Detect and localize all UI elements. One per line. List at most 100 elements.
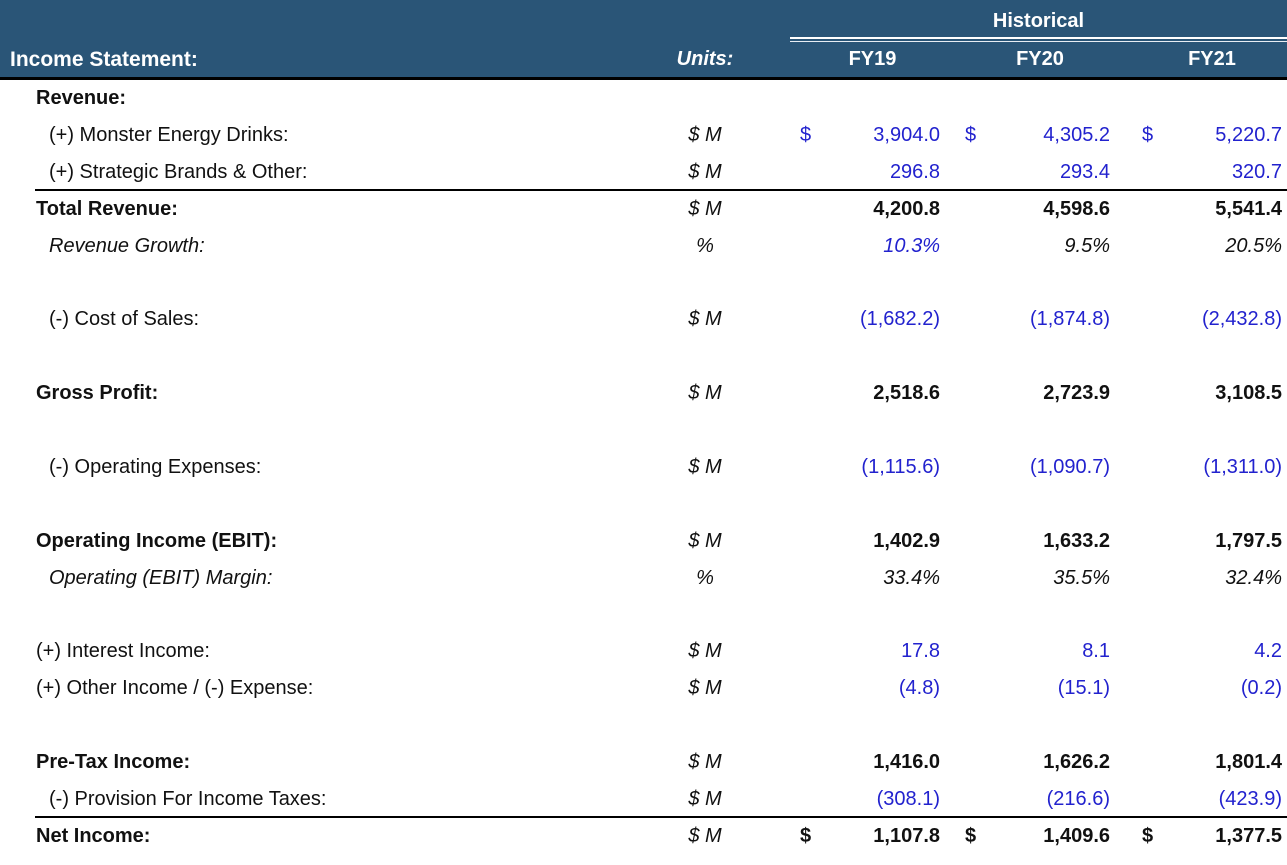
row-units: $ M — [688, 529, 722, 552]
row-units: $ M — [688, 455, 722, 478]
value-cell-fy21: (423.9) — [1115, 788, 1287, 811]
value-cell-fy19: 1,402.9 — [755, 530, 945, 553]
row-units: $ M — [688, 640, 722, 663]
value-fy19: (4.8) — [898, 677, 940, 700]
dollar-sign: $ — [1142, 123, 1154, 146]
value-fy21: 1,797.5 — [1215, 529, 1282, 552]
value-fy21: 1,377.5 — [1215, 824, 1282, 847]
row-label: Total Revenue: — [36, 197, 178, 220]
table-row: (+) Monster Energy Drinks: $ M $ 3,904.0… — [0, 117, 1287, 154]
statement-header: Historical Income Statement: Units: FY19… — [0, 0, 1287, 80]
historical-underline-thick — [790, 37, 1287, 39]
value-cell-fy19: $ 1,107.8 — [755, 825, 945, 848]
value-fy20: 1,626.2 — [1043, 750, 1110, 773]
row-units: $ M — [688, 382, 722, 405]
value-cell-fy19: $ 3,904.0 — [755, 124, 945, 147]
value-fy20: 1,409.6 — [1043, 824, 1110, 847]
value-cell-fy19: 296.8 — [755, 161, 945, 184]
table-row: Revenue: — [0, 80, 1287, 117]
value-cell-fy21: 5,541.4 — [1115, 198, 1287, 221]
table-row — [0, 596, 1287, 633]
table-row — [0, 707, 1287, 744]
row-units: $ M — [688, 787, 722, 810]
table-row — [0, 338, 1287, 375]
value-cell-fy20: 1,626.2 — [945, 751, 1115, 774]
value-cell-fy20: $ 4,305.2 — [945, 124, 1115, 147]
row-label: Gross Profit: — [36, 382, 159, 405]
table-row: Total Revenue: $ M 4,200.8 4,598.6 5,541… — [0, 191, 1287, 228]
value-cell-fy19: (1,115.6) — [755, 456, 945, 479]
value-cell-fy20: 35.5% — [945, 567, 1115, 590]
dollar-sign: $ — [800, 123, 812, 146]
units-column-header: Units: — [676, 48, 734, 70]
table-row: (-) Operating Expenses: $ M (1,115.6) (1… — [0, 449, 1287, 486]
value-fy19: 2,518.6 — [873, 382, 940, 405]
value-cell-fy20: 1,633.2 — [945, 530, 1115, 553]
historical-group-label: Historical — [992, 9, 1085, 32]
value-cell-fy19: 4,200.8 — [755, 198, 945, 221]
dollar-sign: $ — [965, 824, 977, 847]
row-label: Revenue Growth: — [49, 234, 205, 257]
row-label: Pre-Tax Income: — [36, 750, 191, 773]
row-label: Operating Income (EBIT): — [36, 529, 278, 552]
table-row: (+) Strategic Brands & Other: $ M 296.8 … — [0, 154, 1287, 191]
value-cell-fy19: 33.4% — [755, 567, 945, 590]
value-cell-fy19: 1,416.0 — [755, 751, 945, 774]
value-cell-fy21: $ 1,377.5 — [1115, 825, 1287, 848]
row-label: (-) Cost of Sales: — [49, 308, 200, 331]
row-label: Operating (EBIT) Margin: — [49, 566, 273, 589]
value-fy20: (216.6) — [1046, 787, 1110, 810]
table-row: (-) Cost of Sales: $ M (1,682.2) (1,874.… — [0, 301, 1287, 338]
value-fy19: 1,416.0 — [873, 750, 940, 773]
value-fy19: 3,904.0 — [873, 123, 940, 146]
value-fy20: 4,598.6 — [1043, 197, 1110, 220]
row-label: (+) Interest Income: — [36, 640, 210, 663]
value-cell-fy20: (15.1) — [945, 677, 1115, 700]
row-units: $ M — [688, 824, 722, 847]
dollar-sign: $ — [800, 824, 812, 847]
value-cell-fy21: (2,432.8) — [1115, 308, 1287, 331]
dollar-sign: $ — [1142, 824, 1154, 847]
row-units: $ M — [688, 750, 722, 773]
row-units: $ M — [688, 123, 722, 146]
historical-underline-thin — [790, 41, 1287, 42]
column-header-row: Income Statement: Units: FY19 FY20 FY21 — [0, 42, 1287, 77]
value-fy21: (0.2) — [1240, 677, 1282, 700]
row-label: Revenue: — [36, 86, 127, 109]
row-units: $ M — [688, 197, 722, 220]
value-cell-fy21: $ 5,220.7 — [1115, 124, 1287, 147]
value-cell-fy20: 9.5% — [945, 235, 1115, 258]
value-fy19: 10.3% — [883, 234, 940, 257]
historical-group-cell: Historical — [755, 0, 1287, 42]
value-cell-fy21: 32.4% — [1115, 567, 1287, 590]
statement-body: Revenue: (+) Monster Energy Drinks: $ M … — [0, 80, 1287, 855]
row-label: (+) Monster Energy Drinks: — [49, 123, 289, 146]
value-fy21: 32.4% — [1225, 566, 1282, 589]
value-cell-fy20: 293.4 — [945, 161, 1115, 184]
value-fy19: 1,402.9 — [873, 529, 940, 552]
value-cell-fy20: $ 1,409.6 — [945, 825, 1115, 848]
value-cell-fy21: 320.7 — [1115, 161, 1287, 184]
value-fy20: 1,633.2 — [1043, 529, 1110, 552]
value-fy19: 17.8 — [901, 640, 940, 663]
value-cell-fy20: 8.1 — [945, 640, 1115, 663]
table-row — [0, 264, 1287, 301]
value-fy19: (1,682.2) — [859, 308, 940, 331]
row-label: (-) Operating Expenses: — [49, 455, 262, 478]
value-cell-fy21: 4.2 — [1115, 640, 1287, 663]
value-fy19: 296.8 — [889, 160, 940, 183]
value-fy21: 5,541.4 — [1215, 197, 1282, 220]
value-cell-fy20: 4,598.6 — [945, 198, 1115, 221]
table-row — [0, 486, 1287, 523]
value-cell-fy21: 1,797.5 — [1115, 530, 1287, 553]
table-row: Pre-Tax Income: $ M 1,416.0 1,626.2 1,80… — [0, 744, 1287, 781]
value-fy20: 293.4 — [1059, 160, 1110, 183]
row-label: Net Income: — [36, 824, 151, 847]
row-label: (+) Other Income / (-) Expense: — [36, 677, 314, 700]
value-fy19: (1,115.6) — [861, 455, 940, 478]
value-fy21: 320.7 — [1231, 160, 1282, 183]
value-cell-fy19: (1,682.2) — [755, 308, 945, 331]
value-fy20: 9.5% — [1064, 234, 1110, 257]
value-fy20: 35.5% — [1053, 566, 1110, 589]
dollar-sign: $ — [965, 123, 977, 146]
